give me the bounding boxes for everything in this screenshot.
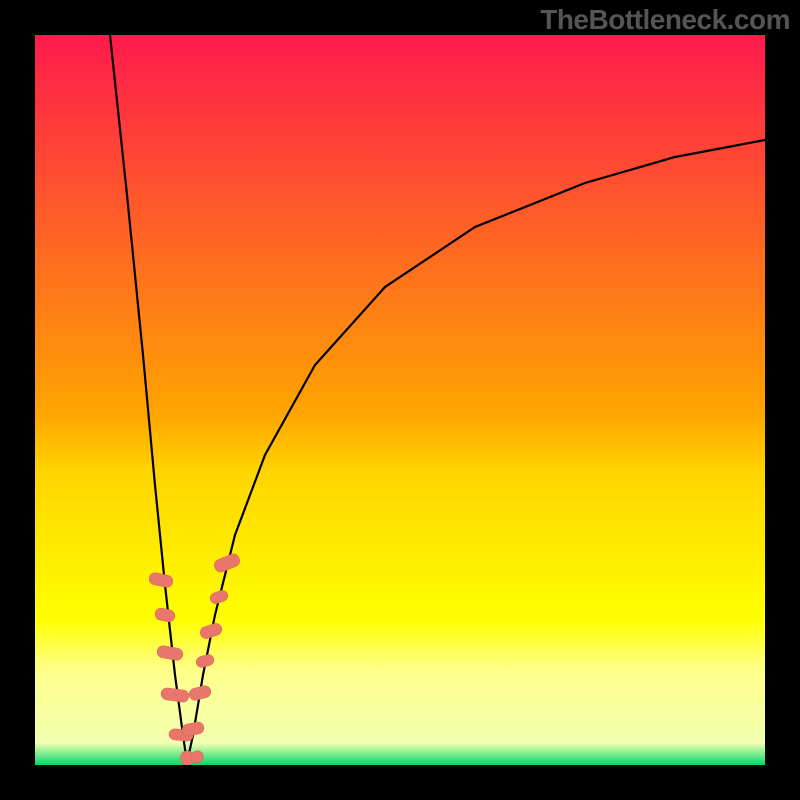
chart-container: TheBottleneck.com: [0, 0, 800, 800]
plot-background: [35, 35, 765, 765]
bottleneck-chart: [0, 0, 800, 800]
watermark-text: TheBottleneck.com: [540, 4, 790, 36]
